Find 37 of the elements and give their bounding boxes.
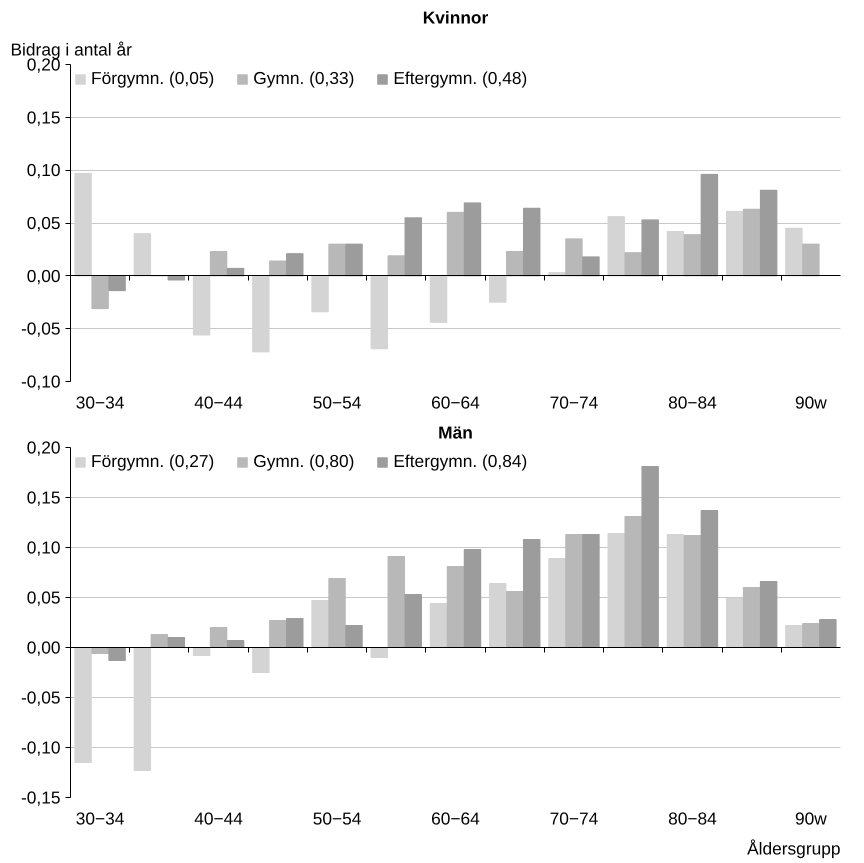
x-tick-label: 50−54 xyxy=(312,392,362,412)
x-tick-label: 80−84 xyxy=(668,808,718,828)
y-tick-label: 0,15 xyxy=(26,107,61,128)
x-tick-label: 80−84 xyxy=(668,392,718,412)
x-tick-label: 30−34 xyxy=(76,392,125,412)
x-tick-label: 30−34 xyxy=(76,808,125,828)
legend-label: Gymn. (0,33) xyxy=(253,68,354,89)
x-tick-label: 70−74 xyxy=(550,392,599,412)
y-tick-label: 0,00 xyxy=(26,266,61,286)
x-tick-label: 90w xyxy=(794,808,828,828)
y-tick-label: 0,20 xyxy=(26,438,61,458)
y-tick-label: -0,05 xyxy=(21,318,61,339)
y-tick-label: 0,15 xyxy=(26,488,61,508)
x-tick-label: 60−64 xyxy=(431,392,480,412)
chart-title: Män xyxy=(438,422,473,442)
y-tick-label: 0,00 xyxy=(26,638,61,658)
x-tick-label: 40−44 xyxy=(194,392,244,412)
legend-label: Eftergymn. (0,48) xyxy=(393,68,528,89)
y-tick-label: -0,05 xyxy=(21,688,61,708)
legend-label: Förgymn. (0,27) xyxy=(91,451,214,472)
x-tick-label: 60−64 xyxy=(431,808,480,828)
legend-label: Eftergymn. (0,84) xyxy=(393,451,528,472)
x-tick-label: 40−44 xyxy=(194,808,244,828)
x-axis-title: Åldersgrupp xyxy=(747,838,841,858)
y-tick-label: -0,10 xyxy=(21,372,61,392)
x-tick-label: 70−74 xyxy=(550,808,599,828)
legend-label: Förgymn. (0,05) xyxy=(91,68,214,89)
x-tick-label: 90w xyxy=(794,392,828,412)
y-tick-label: -0,10 xyxy=(21,738,61,758)
y-tick-label: 0,10 xyxy=(26,160,61,180)
chart-title: Kvinnor xyxy=(422,8,488,28)
y-tick-label: -0,15 xyxy=(21,788,61,808)
x-tick-label: 50−54 xyxy=(312,808,362,828)
legend-label: Gymn. (0,80) xyxy=(253,451,354,472)
y-tick-label: 0,05 xyxy=(26,213,61,233)
y-tick-label: 0,05 xyxy=(26,588,61,608)
y-tick-label: 0,10 xyxy=(26,538,61,558)
